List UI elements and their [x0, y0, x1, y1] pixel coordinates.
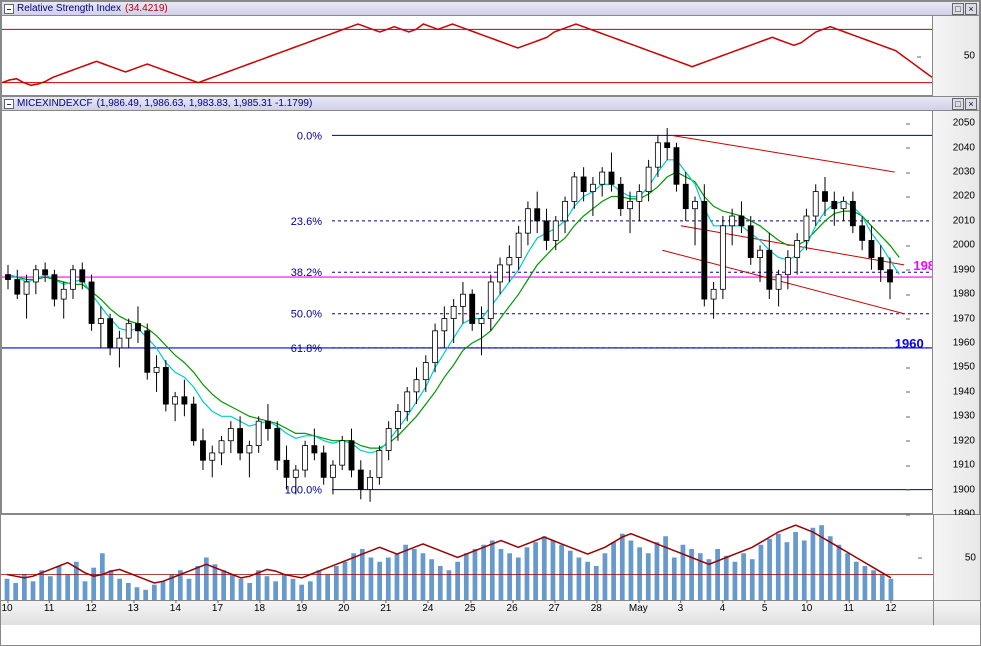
xaxis-label: May: [629, 603, 648, 614]
svg-text:38.2%: 38.2%: [291, 267, 322, 279]
rsi-title: Relative Strength Index: [17, 3, 121, 14]
xaxis-label: 10: [1, 603, 12, 614]
svg-text:100.0%: 100.0%: [285, 485, 323, 497]
xaxis-label: 26: [507, 603, 518, 614]
svg-text:23.6%: 23.6%: [291, 216, 322, 228]
panel-icon: [4, 4, 14, 14]
main-header: MICEXINDEXCF (1,986.49, 1,986.63, 1,983.…: [2, 97, 979, 111]
main-ohlc: (1,986.49, 1,986.63, 1,983.83, 1,985.31 …: [97, 98, 313, 109]
svg-text:0.0%: 0.0%: [297, 130, 322, 142]
svg-text:61.8%: 61.8%: [291, 343, 322, 355]
xaxis-label: 18: [254, 603, 265, 614]
xaxis-label: 3: [678, 603, 684, 614]
yaxis-label: 1910: [953, 460, 975, 471]
xaxis-label: 10: [801, 603, 812, 614]
yaxis-label: 1980: [953, 289, 975, 300]
yaxis-label: 50: [964, 51, 975, 62]
xaxis-label: 12: [885, 603, 896, 614]
yaxis-label: 1900: [953, 484, 975, 495]
svg-text:1985: 1985: [913, 258, 932, 273]
rsi-panel: Relative Strength Index (34.4219) □ × 50: [1, 1, 980, 96]
yaxis-label: 2020: [953, 191, 975, 202]
yaxis-label: 2050: [953, 118, 975, 129]
close-button[interactable]: ×: [965, 3, 977, 15]
maximize-button[interactable]: □: [952, 98, 964, 110]
yaxis-label: 1930: [953, 411, 975, 422]
yaxis-label: 1940: [953, 386, 975, 397]
xaxis-label: 19: [296, 603, 307, 614]
rsi-value: (34.4219): [125, 3, 168, 14]
main-panel: MICEXINDEXCF (1,986.49, 1,986.63, 1,983.…: [1, 96, 980, 514]
xaxis-label: 11: [844, 603, 854, 614]
yaxis-label: 2040: [953, 142, 975, 153]
lower-plot[interactable]: [1, 515, 933, 600]
yaxis-label: 1990: [953, 264, 975, 275]
panel-icon: [4, 99, 14, 109]
xaxis-label: 28: [591, 603, 602, 614]
maximize-button[interactable]: □: [952, 3, 964, 15]
lower-yaxis: 50: [933, 515, 980, 600]
close-button[interactable]: ×: [965, 98, 977, 110]
rsi-header: Relative Strength Index (34.4219) □ ×: [2, 2, 979, 16]
xaxis-label: 27: [549, 603, 560, 614]
yaxis-label: 1950: [953, 362, 975, 373]
xaxis-label: 20: [338, 603, 349, 614]
yaxis-label: 1970: [953, 313, 975, 324]
rsi-plot[interactable]: [2, 16, 932, 96]
xaxis: 10 11 12 13 14 17 18 19 20 21 24 25 26 27 28 May 3 4 5 10 11…: [1, 600, 980, 625]
xaxis-label: 11: [44, 603, 54, 614]
rsi-yaxis: 50: [932, 16, 979, 96]
main-plot[interactable]: 0.0%23.6%38.2%50.0%61.8%100.0%19851960: [2, 111, 932, 514]
xaxis-label: 17: [212, 603, 223, 614]
yaxis-label: 2010: [953, 215, 975, 226]
xaxis-label: 25: [464, 603, 475, 614]
main-yaxis: 1890190019101920193019401950196019701980…: [932, 111, 979, 514]
xaxis-label: 14: [170, 603, 181, 614]
xaxis-label: 4: [720, 603, 726, 614]
lower-panel: 50 101112131417181920212425262728May3451…: [1, 514, 980, 624]
xaxis-label: 12: [86, 603, 97, 614]
xaxis-label: 5: [762, 603, 768, 614]
yaxis-label: 2030: [953, 167, 975, 178]
svg-text:50.0%: 50.0%: [291, 309, 322, 321]
xaxis-label: 21: [380, 603, 391, 614]
yaxis-label: 50: [965, 552, 976, 563]
yaxis-label: 2000: [953, 240, 975, 251]
yaxis-label: 1960: [953, 338, 975, 349]
yaxis-label: 1920: [953, 435, 975, 446]
xaxis-label: 24: [422, 603, 433, 614]
xaxis-label: 13: [128, 603, 139, 614]
main-title: MICEXINDEXCF: [17, 98, 93, 109]
